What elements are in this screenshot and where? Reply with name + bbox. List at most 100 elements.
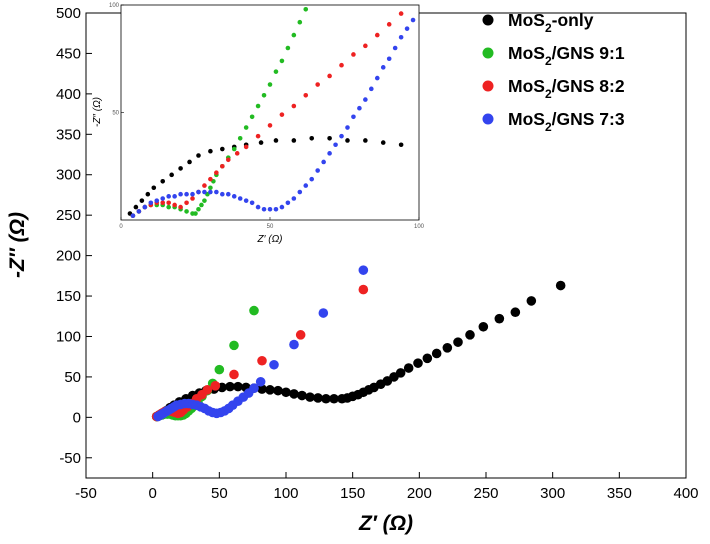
inset-data-point bbox=[255, 133, 261, 139]
inset-data-point bbox=[297, 19, 303, 25]
main-data-point bbox=[403, 363, 414, 373]
inset-data-point bbox=[279, 204, 285, 210]
inset-data-point bbox=[339, 62, 344, 68]
inset-data-point bbox=[184, 191, 189, 197]
main-data-point bbox=[225, 381, 235, 392]
inset-data-point bbox=[214, 170, 219, 175]
main-data-point bbox=[255, 376, 266, 387]
inset-data-point bbox=[243, 144, 249, 150]
inset-data-point bbox=[166, 200, 171, 206]
inset-data-point bbox=[237, 196, 243, 201]
inset-data-point bbox=[208, 189, 213, 195]
main-data-point bbox=[313, 393, 323, 403]
inset-data-point bbox=[345, 138, 350, 143]
inset-data-point bbox=[303, 7, 309, 12]
inset-data-point bbox=[261, 206, 267, 212]
inset-data-point bbox=[285, 45, 291, 51]
main-data-point bbox=[453, 337, 463, 347]
inset-data-point bbox=[249, 200, 255, 206]
inset-data-point bbox=[142, 204, 148, 210]
inset-data-point bbox=[333, 142, 338, 148]
main-data-point bbox=[273, 385, 283, 396]
inset-axis-ticks: 0 50 100 50 100 bbox=[109, 3, 425, 230]
main-data-point bbox=[257, 384, 267, 394]
inset-data-point bbox=[202, 189, 207, 195]
inset-data-point bbox=[225, 191, 231, 197]
inset-data-point bbox=[303, 93, 309, 98]
legend: MoS2-only MoS2/GNS 9:1 MoS2/GNS 8:2 MoS2/GN… bbox=[482, 10, 625, 134]
main-axis-ticks: -50 0 50 100 150 200 250 300 350 400 -50 0 50 100 150 2… bbox=[56, 5, 699, 502]
inset-x-tick-label: 0 bbox=[119, 224, 123, 230]
inset-data-point bbox=[208, 176, 213, 182]
legend-label: MoS2/GNS 8:2 bbox=[508, 76, 625, 101]
inset-data-point bbox=[190, 191, 195, 197]
inset-data-point bbox=[202, 183, 207, 188]
main-data-point bbox=[478, 321, 489, 332]
inset-data-point bbox=[196, 206, 201, 212]
main-y-tick-label: 150 bbox=[56, 288, 81, 305]
inset-data-point bbox=[363, 138, 368, 143]
inset-data-point bbox=[291, 196, 297, 201]
inset-data-point bbox=[151, 185, 157, 191]
inset-data-point bbox=[196, 189, 201, 195]
legend-item-mos2-gns-8-2: MoS2/GNS 8:2 bbox=[482, 76, 625, 101]
main-data-point bbox=[442, 343, 453, 353]
inset-data-point bbox=[374, 32, 380, 38]
main-data-point bbox=[431, 348, 442, 359]
main-data-point bbox=[289, 389, 299, 399]
inset-data-point bbox=[363, 97, 368, 102]
inset-data-point bbox=[187, 159, 192, 165]
inset-data-point bbox=[291, 103, 297, 109]
main-data-point bbox=[257, 355, 267, 366]
inset-data-point bbox=[351, 52, 356, 57]
inset-data-point bbox=[279, 58, 285, 64]
legend-marker bbox=[482, 113, 494, 125]
main-data-point bbox=[269, 359, 279, 370]
inset-data-point bbox=[309, 176, 315, 182]
inset-data-point bbox=[410, 17, 416, 23]
main-data-point bbox=[395, 368, 406, 378]
main-series-mos2-only bbox=[151, 280, 566, 422]
inset-data-point bbox=[154, 198, 160, 203]
main-data-point bbox=[526, 296, 537, 306]
main-y-tick-label: 50 bbox=[64, 369, 81, 386]
main-y-tick-label: 200 bbox=[56, 248, 81, 265]
main-data-point bbox=[422, 353, 433, 364]
inset-data-point bbox=[261, 93, 267, 98]
inset-data-point bbox=[220, 163, 225, 169]
main-x-tick-label: 400 bbox=[673, 485, 698, 502]
main-data-point bbox=[229, 340, 239, 351]
legend-label: MoS2/GNS 9:1 bbox=[508, 43, 625, 68]
inset-data-point bbox=[258, 140, 264, 145]
main-data-point bbox=[494, 313, 505, 324]
main-data-point bbox=[265, 385, 275, 395]
inset-data-point bbox=[321, 159, 326, 165]
main-data-point bbox=[555, 280, 566, 291]
legend-marker bbox=[482, 47, 494, 59]
inset-data-point bbox=[291, 32, 297, 38]
inset-data-point bbox=[398, 11, 404, 16]
inset-data-point bbox=[255, 204, 261, 210]
inset-data-point bbox=[184, 209, 189, 214]
inset-series-mos2-gns-7-3 bbox=[130, 17, 416, 218]
main-y-axis-title: -Z″ (Ω) bbox=[6, 212, 29, 278]
inset-data-point bbox=[279, 112, 285, 117]
inset-data-point bbox=[172, 202, 177, 208]
inset-data-point bbox=[273, 138, 279, 143]
inset-data-point bbox=[178, 166, 183, 171]
inset-plot-frame bbox=[120, 4, 420, 221]
legend-marker bbox=[482, 14, 494, 26]
main-y-tick-label: 450 bbox=[56, 45, 81, 62]
inset-data-point bbox=[234, 151, 240, 156]
main-y-tick-label: 500 bbox=[56, 5, 81, 22]
main-x-tick-label: 350 bbox=[607, 485, 632, 502]
main-data-point bbox=[229, 369, 239, 380]
inset-data-point bbox=[220, 146, 225, 152]
inset-data-point bbox=[386, 56, 392, 62]
inset-data-point bbox=[139, 198, 145, 203]
inset-series-mos2-gns-8-2 bbox=[130, 11, 404, 218]
inset-data-point bbox=[148, 200, 154, 206]
legend-item-mos2-only: MoS2-only bbox=[482, 10, 594, 35]
main-x-tick-label: -50 bbox=[75, 485, 97, 502]
inset-data-point bbox=[193, 211, 198, 216]
